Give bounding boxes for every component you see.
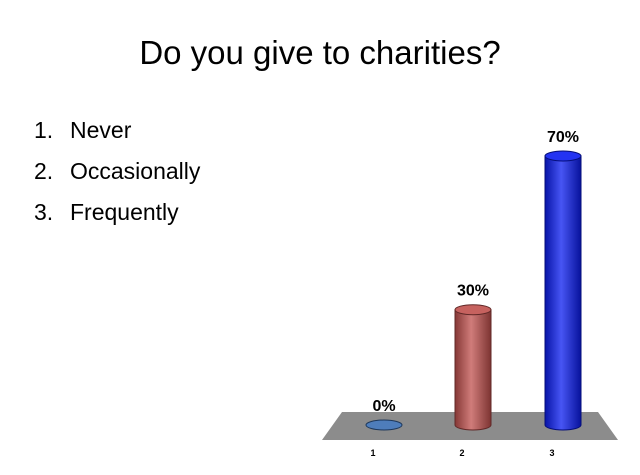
bar-1 <box>365 419 403 431</box>
value-label: 30% <box>457 283 489 300</box>
bar-body <box>544 155 582 431</box>
bar-top <box>454 304 492 316</box>
option-number: 3. <box>34 199 54 225</box>
option-number: 2. <box>34 158 54 184</box>
labels-group: 0% 1 30% 2 70% 3 <box>370 129 579 458</box>
page-title: Do you give to charities? <box>139 34 501 71</box>
answer-option-frequently: 3. Frequently <box>34 196 200 237</box>
value-label: 70% <box>547 129 579 146</box>
answer-options-list: 1. Never 2. Occasionally 3. Frequently <box>34 114 200 237</box>
bar-3 <box>544 150 582 431</box>
bar-top <box>544 150 582 162</box>
x-tick-label: 1 <box>370 448 375 458</box>
bars-group <box>365 150 582 431</box>
bar-top <box>365 419 403 431</box>
bar-2 <box>454 304 492 431</box>
answer-option-occasionally: 2. Occasionally <box>34 155 200 196</box>
option-label: Occasionally <box>70 158 201 184</box>
x-tick-label: 2 <box>459 448 464 458</box>
value-label: 0% <box>372 398 395 415</box>
x-tick-label: 3 <box>549 448 554 458</box>
bar-body <box>454 309 492 431</box>
option-number: 1. <box>34 117 54 143</box>
answer-option-never: 1. Never <box>34 114 200 155</box>
option-label: Never <box>70 117 132 143</box>
option-label: Frequently <box>70 199 179 225</box>
